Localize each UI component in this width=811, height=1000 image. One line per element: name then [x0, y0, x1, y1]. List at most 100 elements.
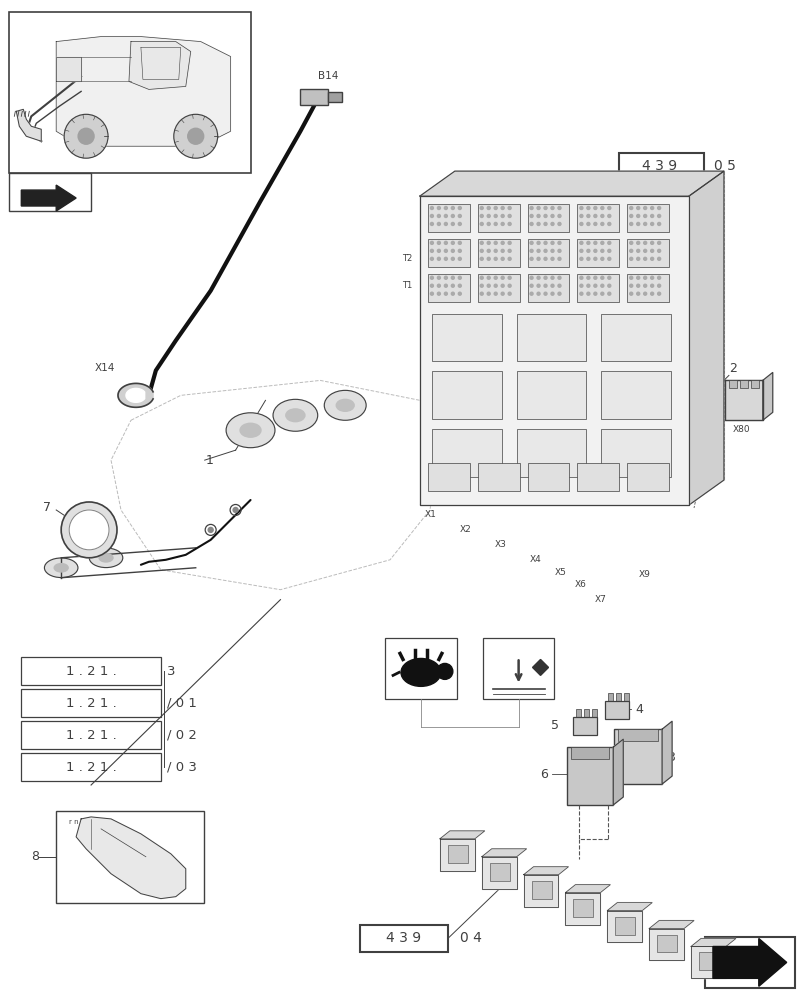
Text: 1: 1 — [205, 454, 213, 467]
Text: 3: 3 — [166, 665, 175, 678]
Text: 5: 5 — [551, 719, 559, 732]
Circle shape — [430, 284, 433, 287]
Circle shape — [543, 249, 547, 252]
Text: / 0 2: / 0 2 — [166, 729, 196, 742]
Circle shape — [451, 222, 454, 225]
Circle shape — [494, 241, 496, 244]
Bar — [427, 239, 470, 267]
Text: X80: X80 — [732, 425, 749, 434]
Text: 1 . 2 1 .: 1 . 2 1 . — [66, 665, 116, 678]
Circle shape — [551, 249, 553, 252]
Circle shape — [444, 214, 447, 217]
Polygon shape — [564, 885, 610, 893]
Circle shape — [536, 276, 539, 279]
Bar — [626, 204, 668, 232]
Circle shape — [536, 222, 539, 225]
Circle shape — [643, 241, 646, 244]
Circle shape — [650, 214, 653, 217]
Bar — [431, 371, 501, 419]
Circle shape — [643, 207, 646, 209]
Circle shape — [657, 214, 660, 217]
Bar — [728, 380, 736, 388]
Bar — [573, 717, 597, 735]
Circle shape — [487, 276, 490, 279]
Circle shape — [479, 249, 483, 252]
Bar — [577, 204, 619, 232]
Polygon shape — [419, 196, 689, 505]
Circle shape — [657, 207, 660, 209]
Circle shape — [508, 292, 510, 295]
Circle shape — [657, 257, 660, 260]
Text: 7: 7 — [43, 501, 51, 514]
Circle shape — [487, 292, 490, 295]
Polygon shape — [76, 817, 186, 899]
Circle shape — [479, 241, 483, 244]
Circle shape — [508, 241, 510, 244]
Circle shape — [551, 214, 553, 217]
Circle shape — [457, 222, 461, 225]
Text: 6: 6 — [539, 768, 547, 781]
Polygon shape — [440, 839, 474, 871]
Circle shape — [543, 222, 547, 225]
Circle shape — [643, 222, 646, 225]
Circle shape — [78, 128, 94, 144]
Polygon shape — [648, 929, 683, 960]
Ellipse shape — [45, 558, 78, 578]
Circle shape — [500, 292, 504, 295]
Bar — [527, 463, 569, 491]
Circle shape — [586, 249, 589, 252]
Circle shape — [557, 257, 560, 260]
Circle shape — [543, 292, 547, 295]
Bar — [477, 274, 519, 302]
Circle shape — [607, 249, 610, 252]
Text: X9: X9 — [638, 570, 650, 579]
Circle shape — [457, 292, 461, 295]
Circle shape — [530, 284, 532, 287]
Circle shape — [607, 257, 610, 260]
Bar — [21, 689, 161, 717]
Circle shape — [536, 214, 539, 217]
Circle shape — [607, 207, 610, 209]
Circle shape — [557, 284, 560, 287]
Polygon shape — [129, 42, 191, 89]
Circle shape — [636, 249, 639, 252]
Ellipse shape — [89, 548, 122, 568]
Bar — [601, 429, 670, 477]
Polygon shape — [532, 659, 548, 675]
Bar — [427, 463, 470, 491]
Circle shape — [650, 276, 653, 279]
Circle shape — [586, 276, 589, 279]
Circle shape — [593, 292, 596, 295]
Circle shape — [593, 241, 596, 244]
Circle shape — [557, 292, 560, 295]
Circle shape — [551, 207, 553, 209]
Circle shape — [430, 241, 433, 244]
Circle shape — [500, 214, 504, 217]
Bar — [698, 952, 718, 970]
Text: 1 . 2 1 .: 1 . 2 1 . — [66, 729, 116, 742]
Circle shape — [487, 249, 490, 252]
Circle shape — [530, 207, 532, 209]
Polygon shape — [523, 875, 558, 907]
Circle shape — [657, 222, 660, 225]
Circle shape — [536, 207, 539, 209]
Circle shape — [536, 257, 539, 260]
Circle shape — [174, 114, 217, 158]
Circle shape — [487, 207, 490, 209]
Text: 0 4: 0 4 — [459, 931, 481, 945]
Circle shape — [500, 241, 504, 244]
Bar — [21, 753, 161, 781]
Ellipse shape — [225, 413, 275, 448]
Circle shape — [629, 292, 632, 295]
Circle shape — [430, 214, 433, 217]
Bar — [567, 747, 612, 805]
Circle shape — [437, 276, 440, 279]
Circle shape — [636, 257, 639, 260]
Circle shape — [629, 207, 632, 209]
Circle shape — [579, 249, 582, 252]
Bar — [516, 371, 586, 419]
Bar — [592, 709, 597, 717]
Circle shape — [600, 284, 603, 287]
Circle shape — [494, 284, 496, 287]
Circle shape — [600, 207, 603, 209]
